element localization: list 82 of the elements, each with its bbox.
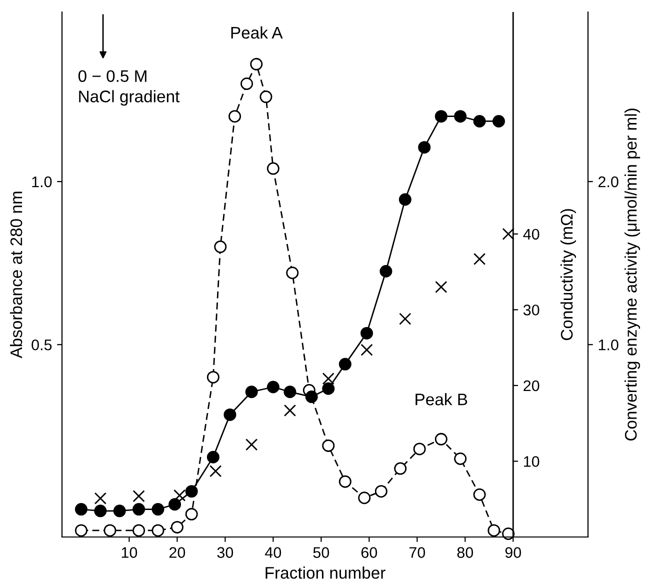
point [338, 475, 352, 488]
point [170, 520, 184, 534]
point [473, 114, 486, 128]
point [434, 110, 448, 123]
y2-axis-title: Converting enzyme activity (μmol/min per ml) [624, 108, 640, 441]
x-tick-label: 60 [361, 547, 378, 558]
x-tick-label: 30 [217, 547, 234, 558]
point [374, 485, 388, 498]
point [168, 498, 182, 511]
point [360, 326, 374, 340]
point [250, 58, 263, 70]
point [152, 524, 164, 537]
point [152, 503, 164, 516]
point [104, 524, 116, 537]
y-tick-label: 0.5 [32, 339, 52, 350]
point [284, 386, 296, 398]
point [398, 193, 412, 206]
point [132, 524, 146, 537]
y3-tick-label: 20 [524, 380, 540, 392]
point [492, 114, 505, 128]
point [210, 465, 222, 478]
point [206, 450, 220, 464]
point [360, 344, 373, 356]
point [286, 266, 299, 280]
x-tick-label: 90 [505, 547, 522, 558]
point [394, 462, 407, 475]
point [240, 77, 254, 90]
point [473, 488, 486, 501]
point [380, 264, 392, 278]
point [435, 280, 448, 294]
point [132, 490, 145, 502]
point [260, 90, 272, 104]
y3-axis-title: Conductivity (mΩ) [560, 209, 576, 340]
annotation: Peak A [231, 26, 283, 39]
point [413, 442, 426, 456]
point [502, 228, 514, 240]
point [228, 110, 242, 123]
point [399, 312, 412, 325]
point [224, 408, 236, 421]
x-tick-label: 40 [265, 547, 282, 558]
point [185, 508, 198, 520]
point [473, 252, 486, 266]
point [266, 380, 280, 394]
point [214, 240, 227, 254]
point [434, 432, 448, 446]
y3-tick-label: 10 [524, 456, 540, 467]
x-tick-label: 70 [409, 547, 426, 558]
point [305, 390, 318, 404]
point [454, 110, 467, 123]
y3-tick-label: 30 [523, 304, 540, 316]
point [74, 503, 88, 516]
point [74, 524, 88, 537]
y3-tick-label: 40 [523, 228, 540, 240]
point [94, 504, 107, 518]
point [418, 141, 431, 154]
y2-tick-label: 2.0 [598, 176, 618, 188]
point [322, 439, 335, 452]
point [284, 404, 296, 417]
point [174, 489, 186, 502]
point [206, 370, 220, 384]
y2-tick-label: 1.0 [598, 339, 618, 350]
point [245, 386, 258, 398]
point [113, 504, 126, 518]
point [322, 382, 335, 395]
x-tick-label: 50 [313, 547, 330, 558]
point [488, 524, 500, 537]
point [132, 503, 146, 516]
x-tick-label: 80 [457, 547, 474, 558]
point [266, 162, 280, 175]
y-axis-title: Absorbance at 280 nm [10, 192, 22, 358]
x-tick-label: 10 [122, 547, 138, 558]
annotation: Peak B [416, 393, 468, 406]
point [358, 492, 371, 504]
point [94, 492, 106, 504]
point [185, 485, 198, 498]
point [338, 358, 352, 370]
point [454, 452, 467, 465]
annotation: 0 − 0.5 M NaCl gradient [78, 70, 180, 106]
x-tick-label: 20 [169, 547, 186, 558]
point [322, 372, 334, 385]
point [245, 438, 258, 451]
x-axis-title: Fraction number [266, 566, 386, 579]
